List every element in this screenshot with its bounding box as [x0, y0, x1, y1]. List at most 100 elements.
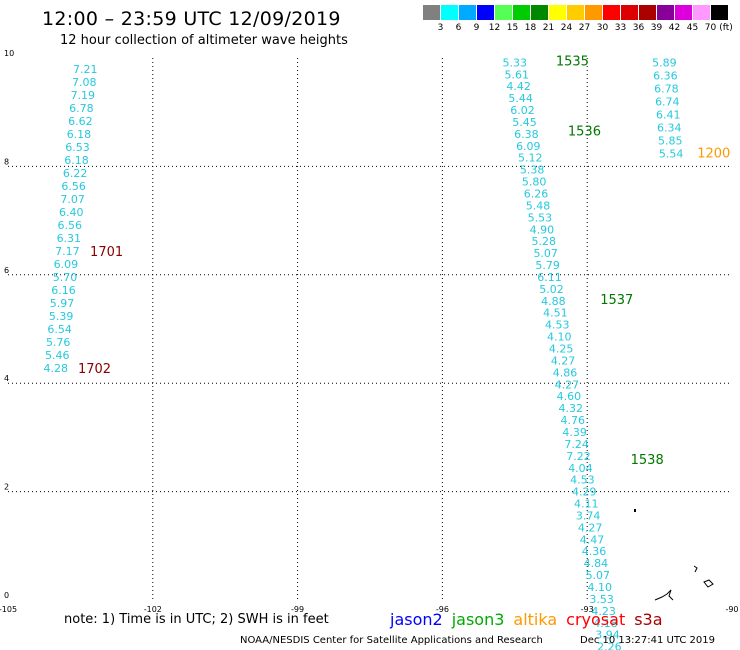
wave-height-value: 6.22 [63, 167, 88, 180]
scale-swatch [603, 5, 620, 20]
scale-label: 33 [614, 23, 627, 33]
wave-height-value: 5.48 [526, 199, 551, 212]
wave-height-value: 6.78 [654, 82, 679, 95]
wave-height-value: 5.70 [53, 271, 78, 284]
scale-swatch [675, 5, 692, 20]
wave-height-value: 5.44 [508, 92, 533, 105]
pass-time-label: 1702 [78, 362, 111, 377]
wave-height-value: 4.18 [593, 617, 618, 630]
wave-height-value: 4.27 [555, 378, 580, 391]
wave-height-value: 4.90 [530, 223, 555, 236]
island-dot [634, 509, 636, 512]
wave-height-value: 5.61 [504, 68, 529, 81]
scale-label: 24 [560, 23, 573, 33]
wave-height-value: 7.24 [564, 438, 589, 451]
wave-height-value: 6.09 [54, 258, 79, 271]
wave-height-value: 4.76 [560, 414, 585, 427]
scale-label: 3 [437, 23, 444, 33]
legend-jason2: jason2 [390, 610, 443, 629]
wave-height-value: 6.74 [655, 95, 680, 108]
y-tick-label: 10 [4, 49, 14, 58]
wave-height-value: 7.21 [73, 63, 98, 76]
wave-height-value: 4.29 [572, 486, 597, 499]
x-tick-label: -93 [581, 605, 594, 614]
wave-height-value: 5.45 [512, 116, 537, 129]
wave-height-value: 4.53 [570, 474, 595, 487]
axis-ticks: -105 -102 -99 -96 -93 -90 0 2 4 6 8 10 [0, 49, 739, 614]
x-tick-label: -90 [725, 605, 738, 614]
wave-height-value: 4.42 [506, 80, 531, 93]
wave-height-value: 5.89 [652, 56, 677, 69]
scale-swatch [693, 5, 710, 20]
wave-height-value: 4.84 [584, 557, 609, 570]
wave-height-value: 7.07 [60, 193, 85, 206]
wave-height-value: 5.53 [528, 211, 553, 224]
scale-swatch [513, 5, 530, 20]
wave-height-value: 6.31 [57, 232, 82, 245]
legend-altika: altika [513, 610, 558, 629]
wave-height-values: 7.217.087.196.786.626.186.536.186.226.56… [44, 56, 684, 650]
wave-height-value: 6.56 [58, 219, 83, 232]
scale-swatch [585, 5, 602, 20]
footnote: note: 1) Time is in UTC; 2) SWH is in fe… [64, 612, 329, 627]
wave-height-value: 4.32 [559, 402, 584, 415]
wave-height-value: 4.28 [44, 362, 69, 375]
pass-time-label: 1536 [568, 125, 601, 140]
map-subtitle: 12 hour collection of altimeter wave hei… [60, 33, 348, 48]
wave-height-value: 4.10 [547, 331, 572, 344]
wave-height-value: 4.53 [545, 319, 570, 332]
wave-height-value: 3.53 [589, 593, 614, 606]
scale-label: 18 [524, 23, 537, 33]
scale-label: 21 [542, 23, 555, 33]
scale-swatch [639, 5, 656, 20]
land-coast [654, 589, 674, 601]
wave-height-value: 5.39 [49, 310, 74, 323]
wave-height-value: 6.11 [537, 271, 562, 284]
x-tick-label: -99 [291, 605, 304, 614]
scale-unit: (ft) [719, 23, 733, 33]
scale-label: 45 [686, 23, 699, 33]
scale-swatch [621, 5, 638, 20]
wave-height-value: 6.18 [67, 128, 92, 141]
pass-time-label: 1701 [90, 245, 123, 260]
x-tick-label: -102 [144, 605, 162, 614]
legend-jason3: jason3 [451, 610, 505, 629]
wave-height-value: 4.10 [587, 581, 612, 594]
wave-height-value: 3.94 [595, 629, 620, 642]
wave-height-value: 6.09 [516, 140, 541, 153]
x-tick-label: -105 [0, 605, 17, 614]
credit-line: NOAA/NESDIS Center for Satellite Applica… [240, 635, 543, 646]
wave-height-value: 5.76 [46, 336, 71, 349]
wave-height-value: 6.54 [47, 323, 72, 336]
island-coast [703, 579, 714, 588]
wave-height-value: 6.40 [59, 206, 84, 219]
wave-height-value: 6.34 [657, 121, 682, 134]
wave-height-value: 6.62 [68, 115, 93, 128]
scale-swatch [567, 5, 584, 20]
wave-height-value: 4.23 [591, 605, 616, 618]
pass-time-label: 1538 [631, 453, 664, 468]
scale-label: 39 [650, 23, 663, 33]
map-grid [8, 58, 732, 600]
x-tick-label: -96 [436, 605, 449, 614]
wave-height-value: 6.26 [524, 188, 549, 201]
scale-swatch [711, 5, 728, 20]
generation-timestamp: Dec 10 13:27:41 UTC 2019 [580, 635, 715, 646]
wave-height-value: 7.22 [566, 450, 591, 463]
pass-time-label: 1537 [600, 293, 633, 308]
scale-swatch [459, 5, 476, 20]
wave-height-value: 2.26 [597, 641, 622, 650]
wave-height-value: 6.36 [653, 69, 678, 82]
wave-height-value: 4.11 [574, 498, 599, 511]
scale-swatch [549, 5, 566, 20]
wave-height-value: 7.08 [72, 76, 97, 89]
wave-height-value: 4.27 [551, 354, 576, 367]
wave-height-value: 6.53 [65, 141, 90, 154]
scale-swatch [657, 5, 674, 20]
map-title: 12:00 – 23:59 UTC 12/09/2019 [42, 8, 341, 30]
y-tick-label: 8 [4, 157, 9, 166]
coastline [634, 509, 714, 601]
scale-label: 70 [704, 23, 717, 33]
scale-label: 42 [668, 23, 681, 33]
wave-height-value: 5.79 [535, 259, 560, 272]
